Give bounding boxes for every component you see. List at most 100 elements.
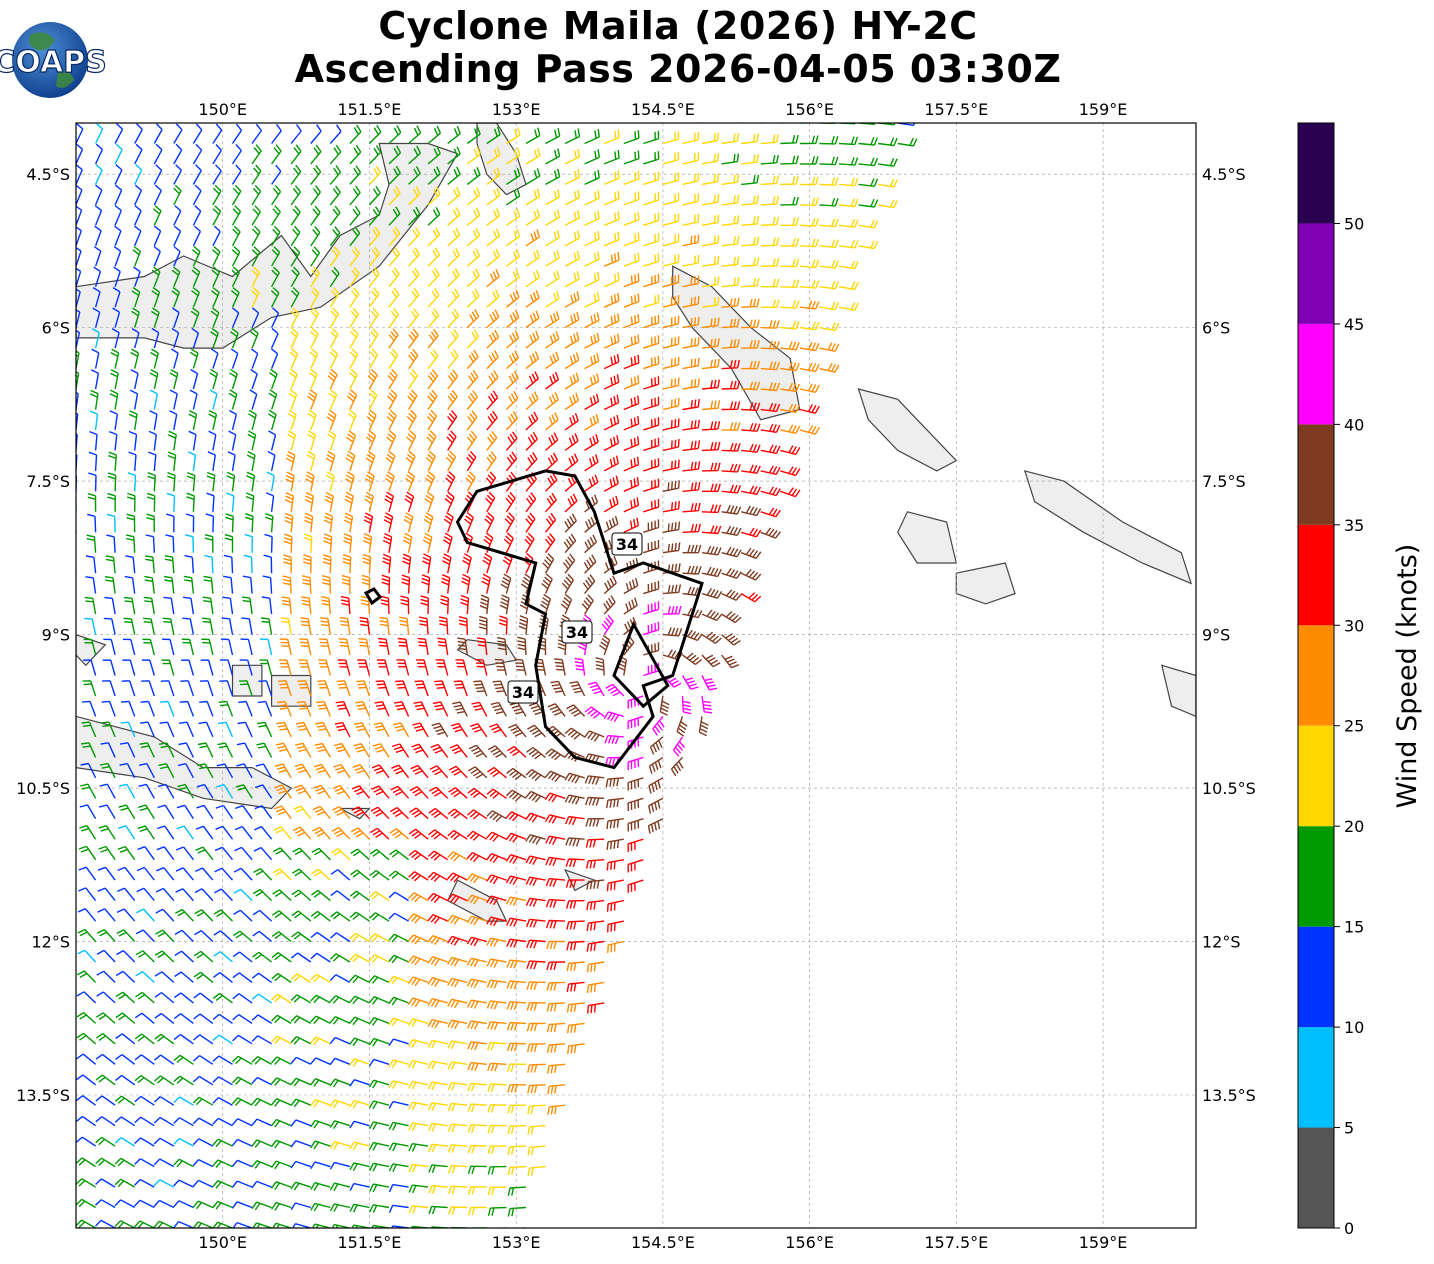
wind-barb: [525, 330, 540, 349]
lon-tick-bottom: 154.5°E: [631, 1233, 695, 1252]
wind-barb: [76, 123, 77, 124]
wind-barb: [223, 554, 234, 574]
lat-tick-left: 4.5°S: [26, 165, 70, 184]
wind-barb: [411, 743, 429, 758]
colorbar-bin: [1298, 826, 1334, 927]
wind-barb: [76, 817, 77, 819]
wind-barb: [264, 533, 273, 553]
wind-barb: [369, 870, 390, 881]
wind-barb: [525, 127, 541, 145]
wind-barb: [212, 992, 233, 1004]
wind-barb: [662, 480, 680, 492]
wind-barb: [329, 1078, 351, 1088]
wind-barb: [210, 307, 220, 328]
colorbar-label: Wind Speed (knots): [1392, 544, 1423, 809]
wind-barb: [437, 637, 449, 656]
wind-barb: [427, 267, 440, 288]
wind-barb: [408, 369, 418, 390]
wind-barb: [270, 1098, 292, 1107]
lon-tick-top: 150°E: [198, 100, 247, 119]
wind-barb: [94, 184, 103, 206]
wind-barb: [350, 869, 370, 881]
wind-barb: [525, 790, 546, 803]
wind-barb: [440, 595, 449, 615]
wind-barb: [192, 123, 203, 144]
wind-barb: [701, 631, 722, 644]
wind-barb: [486, 329, 500, 349]
wind-barb: [623, 477, 640, 492]
wind-barb: [721, 297, 740, 308]
wind-barb: [252, 909, 273, 922]
wind-barb: [388, 870, 409, 881]
wind-barb: [741, 174, 760, 186]
wind-barb: [192, 1117, 214, 1127]
wind-barb: [428, 1164, 448, 1174]
wind-barb: [427, 1039, 448, 1049]
wind-barb: [682, 254, 700, 267]
wind-barb: [284, 512, 294, 533]
wind-barb: [133, 266, 141, 287]
wind-barb: [231, 205, 242, 226]
wind-barb: [447, 186, 461, 206]
wind-barb: [838, 260, 859, 270]
wind-barb: [291, 931, 312, 943]
wind-barb: [310, 1140, 331, 1150]
wind-barb: [310, 205, 321, 226]
wind-barb: [741, 422, 761, 432]
wind-barb: [270, 348, 279, 369]
wind-barb: [255, 763, 273, 779]
wind-barb: [172, 307, 180, 328]
wind-barb: [585, 796, 605, 806]
wind-barb: [195, 825, 214, 840]
wind-barb: [701, 379, 720, 390]
wind-barb: [447, 227, 461, 247]
wind-barb: [505, 289, 520, 308]
wind-barb: [627, 859, 644, 873]
wind-barb: [303, 554, 312, 574]
wind-barb: [603, 333, 620, 349]
wind-barb: [175, 867, 194, 881]
wind-barb: [780, 176, 799, 186]
wind-barb: [564, 148, 581, 165]
wind-barb: [130, 389, 139, 410]
wind-barb: [520, 573, 532, 594]
wind-barb: [368, 996, 390, 1005]
wind-barb: [76, 1198, 96, 1209]
wind-barb: [134, 1137, 155, 1147]
wind-barb: [216, 784, 234, 799]
wind-barb: [858, 240, 879, 250]
wind-barb: [298, 659, 312, 676]
wind-barb: [310, 164, 322, 185]
wind-barb: [499, 594, 510, 615]
wind-barb: [760, 507, 781, 518]
wind-barb: [210, 348, 219, 369]
wind-barb: [76, 610, 77, 615]
wind-barb: [368, 1100, 390, 1110]
wind-barb: [388, 1038, 409, 1047]
wind-barb: [114, 1095, 136, 1106]
wind-barb: [307, 409, 317, 431]
wind-barb: [858, 198, 879, 208]
wind-barb: [546, 1002, 566, 1012]
wind-barb: [407, 976, 429, 987]
wind-barb: [297, 680, 312, 697]
wind-barb: [466, 410, 478, 431]
wind-barb: [525, 897, 546, 907]
wind-barb: [299, 638, 312, 656]
wind-barb: [289, 348, 299, 369]
island-3: [672, 265, 801, 421]
wind-barb: [99, 783, 116, 799]
wind-barb: [192, 225, 202, 247]
wind-barb: [115, 970, 136, 983]
wind-barb: [760, 154, 779, 165]
wind-barb: [682, 565, 702, 575]
wind-barb: [506, 167, 521, 185]
wind-barb: [487, 1186, 507, 1196]
wind-barb: [428, 1122, 448, 1132]
wind-barb: [97, 887, 116, 902]
colorbar-bin: [1298, 323, 1334, 425]
colorbar-frame: [1297, 122, 1335, 1229]
wind-barb: [131, 286, 141, 308]
wind-barb: [193, 950, 214, 963]
wind-barb: [682, 193, 700, 206]
